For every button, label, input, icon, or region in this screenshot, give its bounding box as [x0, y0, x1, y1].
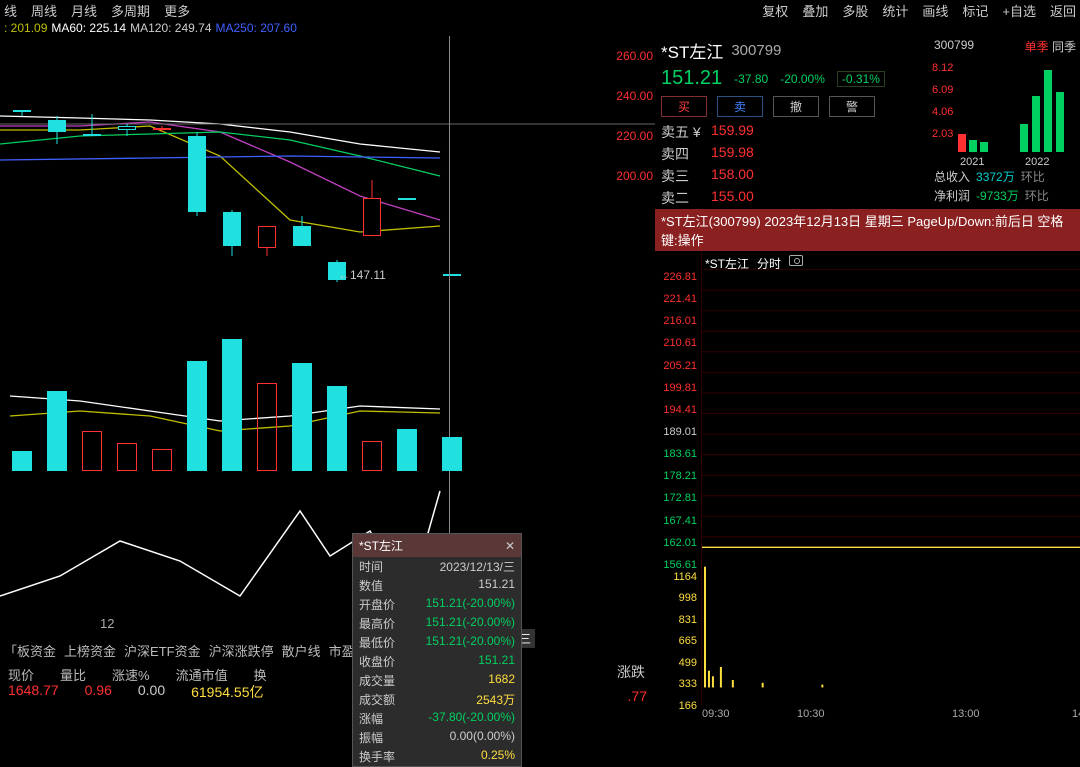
menu-标记[interactable]: 标记: [962, 1, 988, 20]
stat-values: 涨跌 .77 1648.770.960.0061954.55亿: [0, 680, 655, 704]
candle: [440, 36, 464, 296]
svg-text:6.09: 6.09: [932, 84, 953, 96]
menu-叠加[interactable]: 叠加: [802, 1, 828, 20]
volume-chart[interactable]: [0, 316, 655, 471]
svg-text:2022: 2022: [1025, 156, 1049, 167]
trade-警[interactable]: 警: [829, 96, 875, 117]
last-price: 151.21: [661, 67, 722, 90]
date-label: 12: [100, 616, 114, 631]
candle: [115, 36, 139, 296]
volume-bar: [395, 316, 419, 471]
tab-「板资金[interactable]: 「板资金: [4, 641, 56, 660]
candle: [255, 36, 279, 296]
kline-chart[interactable]: 260.00240.00220.00200.00 ←147.11: [0, 36, 655, 296]
mini-tab-0[interactable]: 单季: [1025, 40, 1049, 54]
tab-市盈[interactable]: 市盈: [329, 641, 355, 660]
trade-买[interactable]: 买: [661, 96, 707, 117]
price-pct: -20.00%: [780, 72, 825, 86]
camera-icon[interactable]: [789, 255, 803, 266]
candle: [325, 36, 349, 296]
volume-bar: [115, 316, 139, 471]
svg-text:2.03: 2.03: [932, 128, 953, 140]
svg-text:2021: 2021: [960, 156, 984, 167]
menu-周线[interactable]: 周线: [31, 1, 57, 20]
stock-code: 300799: [731, 42, 781, 59]
candle: [290, 36, 314, 296]
volume-bar: [80, 316, 104, 471]
candle: [395, 36, 419, 296]
candle: [80, 36, 104, 296]
intraday-title: *ST左江 分时: [665, 253, 843, 274]
top-menu: 线周线月线多周期更多 复权叠加多股统计画线标记 +自选返回: [0, 0, 1080, 20]
ma-indicators: : 201.09MA60: 225.14MA120: 249.74MA250: …: [0, 20, 1080, 36]
day-bar: *ST左江(300799) 2023年12月13日 星期三 PageUp/Dow…: [655, 209, 1080, 251]
menu-多股[interactable]: 多股: [842, 1, 868, 20]
candle: [10, 36, 34, 296]
menu-月线[interactable]: 月线: [71, 1, 97, 20]
tab-沪深涨跌停[interactable]: 沪深涨跌停: [209, 641, 274, 660]
volume-bar: [360, 316, 384, 471]
svg-text:8.12: 8.12: [932, 62, 953, 74]
mini-code: 300799: [934, 38, 974, 55]
price-pct2: -0.31%: [837, 71, 885, 87]
tab-散户线[interactable]: 散户线: [282, 641, 321, 660]
bottom-tabs: 「板资金上榜资金沪深ETF资金沪深涨跌停散户线市盈: [0, 639, 359, 662]
candle: [360, 36, 384, 296]
volume-bar: [150, 316, 174, 471]
menu-返回[interactable]: 返回: [1050, 1, 1076, 20]
trade-卖[interactable]: 卖: [717, 96, 763, 117]
volume-bar: [440, 316, 464, 471]
kline-tooltip: *ST左江 ✕ 时间2023/12/13/三数值151.21开盘价151.21(…: [352, 533, 522, 767]
close-icon[interactable]: ✕: [505, 539, 515, 553]
indicator-chart[interactable]: [0, 471, 655, 631]
menu-统计[interactable]: 统计: [882, 1, 908, 20]
menu-画线[interactable]: 画线: [922, 1, 948, 20]
volume-bar: [325, 316, 349, 471]
menu-+自选[interactable]: +自选: [1002, 1, 1036, 20]
tab-上榜资金[interactable]: 上榜资金: [64, 641, 116, 660]
menu-线[interactable]: 线: [4, 1, 17, 20]
extra-stat: .77: [628, 688, 647, 704]
intraday-chart[interactable]: *ST左江 分时 226.81221.41216.01210.61205.211…: [655, 251, 1080, 706]
volume-bar: [45, 316, 69, 471]
stock-name: *ST左江: [661, 38, 723, 63]
menu-多周期[interactable]: 多周期: [111, 1, 150, 20]
volume-bar: [185, 316, 209, 471]
menu-复权[interactable]: 复权: [762, 1, 788, 20]
tooltip-title: *ST左江: [359, 537, 403, 554]
volume-bar: [220, 316, 244, 471]
volume-bar: [290, 316, 314, 471]
volume-bar: [255, 316, 279, 471]
mini-panel: 300799 单季 同季 8.126.094.062.0320212022 总收…: [930, 36, 1080, 205]
price-change: -37.80: [734, 72, 768, 86]
candle: [45, 36, 69, 296]
mini-tab-1[interactable]: 同季: [1052, 40, 1076, 54]
menu-更多[interactable]: 更多: [164, 1, 190, 20]
candle: [220, 36, 244, 296]
candle: [185, 36, 209, 296]
tab-沪深ETF资金[interactable]: 沪深ETF资金: [124, 641, 201, 660]
candle: [150, 36, 174, 296]
trade-撤[interactable]: 撤: [773, 96, 819, 117]
low-price-marker: ←147.11: [338, 268, 386, 282]
volume-bar: [10, 316, 34, 471]
svg-text:4.06: 4.06: [932, 106, 953, 118]
